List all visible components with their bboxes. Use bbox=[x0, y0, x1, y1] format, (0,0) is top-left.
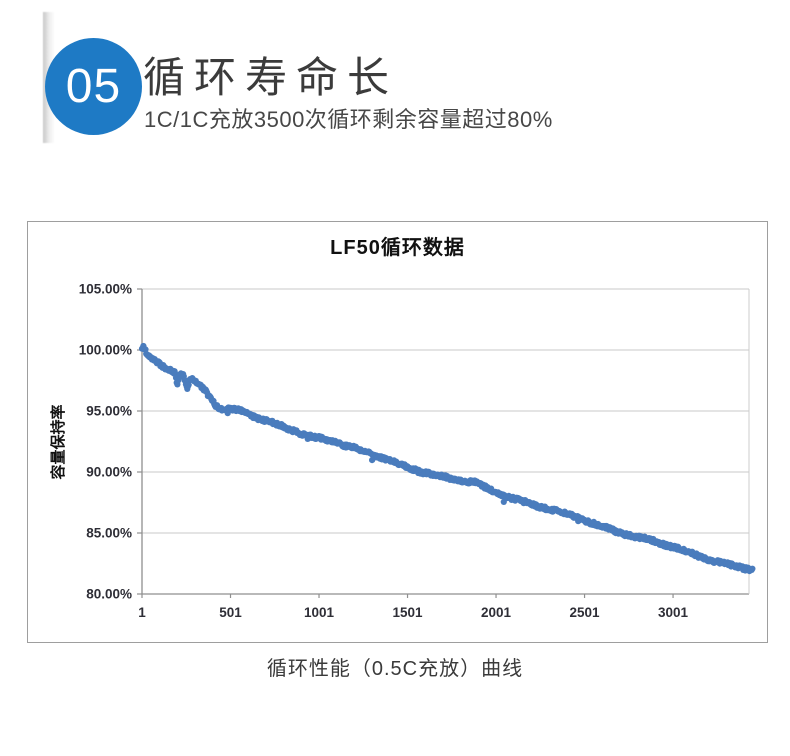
x-tick-label: 3001 bbox=[658, 605, 689, 620]
x-tick-label: 501 bbox=[219, 605, 242, 620]
chart-card: LF50循环数据 105.00% 100.00% 95.00% 90.00% 85.00… bbox=[27, 221, 768, 643]
y-tick-label: 85.00% bbox=[86, 526, 132, 541]
chart-caption: 循环性能（0.5C充放）曲线 bbox=[266, 658, 524, 680]
step-number: 05 bbox=[65, 60, 122, 113]
chart-title: LF50循环数据 bbox=[330, 237, 465, 259]
x-tick-label: 2001 bbox=[481, 605, 512, 620]
y-tick-label: 105.00% bbox=[79, 282, 132, 297]
step-number-badge: 05 bbox=[45, 38, 142, 135]
x-tick-label: 1001 bbox=[304, 605, 335, 620]
y-axis-title: 容量保持率 bbox=[49, 404, 67, 480]
y-tick-label: 100.00% bbox=[79, 343, 132, 358]
cycle-life-scatter-plot: 105.00%100.00%95.00%90.00%85.00%80.00%1 5… bbox=[49, 282, 756, 620]
y-tick-label: 80.00% bbox=[86, 587, 132, 602]
section-title: 循环寿命长 bbox=[143, 54, 399, 101]
x-tick-label: 2501 bbox=[570, 605, 601, 620]
scatter-series bbox=[138, 342, 756, 575]
x-tick-label: 1 bbox=[138, 605, 146, 620]
x-tick-label: 1501 bbox=[393, 605, 424, 620]
y-tick-label: 95.00% bbox=[86, 404, 132, 419]
section-subtitle: 1C/1C充放3500次循环剩余容量超过80% bbox=[144, 107, 553, 132]
y-tick-label: 90.00% bbox=[86, 465, 132, 480]
